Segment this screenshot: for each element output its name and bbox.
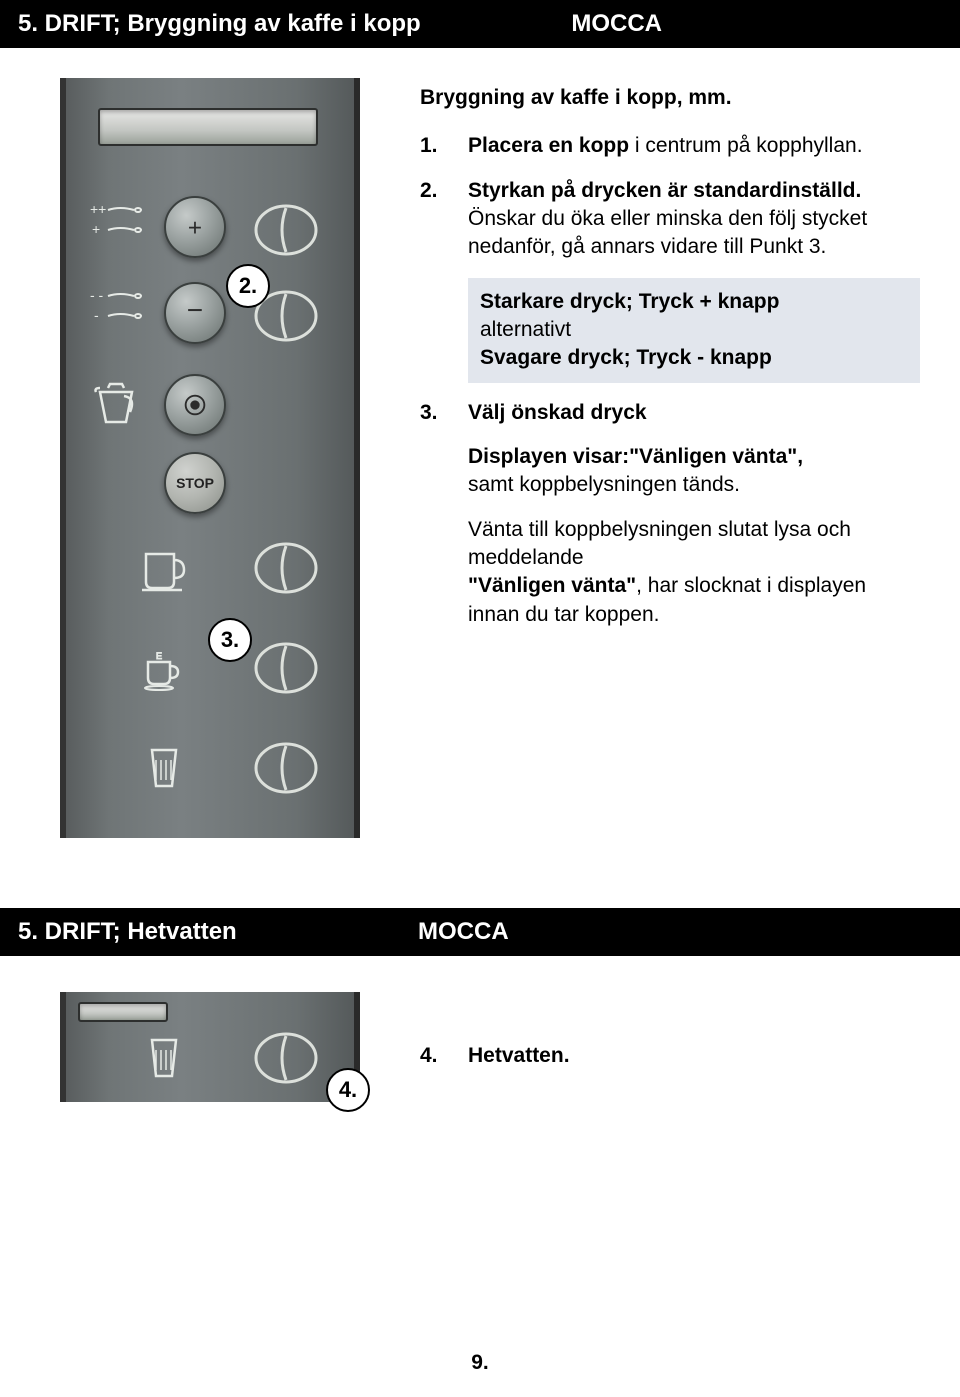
bean-button-6[interactable] bbox=[250, 1028, 322, 1088]
carafe-button[interactable] bbox=[164, 374, 226, 436]
coffee-panel-column: ++ + + - - - − bbox=[30, 78, 390, 838]
stop-label: STOP bbox=[176, 475, 214, 491]
after3b-l2: "Vänligen vänta", har slocknat i display… bbox=[468, 574, 866, 625]
step-1-text: Placera en kopp i centrum på kopphyllan. bbox=[468, 132, 920, 160]
after-step-3a: Displayen visar:"Vänligen vänta", samt k… bbox=[468, 443, 920, 500]
step-2-num: 2. bbox=[420, 177, 448, 262]
highlight-line3: Svagare dryck; Tryck - knapp bbox=[480, 344, 908, 372]
section-2-row: 4. 4. Hetvatten. bbox=[0, 956, 960, 1112]
step-4-text: Hetvatten. bbox=[468, 1042, 920, 1070]
section-header-1: 5. DRIFT; Bryggning av kaffe i kopp MOCC… bbox=[0, 0, 960, 48]
step-2-line2: Önskar du öka eller minska den följ styc… bbox=[468, 207, 867, 258]
callout-2-label: 2. bbox=[239, 273, 257, 299]
svg-text:E: E bbox=[156, 651, 162, 661]
step-3-body: Välj önskad dryck bbox=[468, 401, 647, 424]
water-glass-icon bbox=[146, 746, 182, 792]
callout-4: 4. bbox=[326, 1068, 370, 1112]
step-3-num: 3. bbox=[420, 399, 448, 427]
callout-3: 3. bbox=[208, 618, 252, 662]
svg-text:+: + bbox=[188, 214, 202, 241]
plus-indicator-icon: ++ + bbox=[90, 200, 150, 240]
page-number: 9. bbox=[0, 1351, 960, 1375]
after3a-l1: Displayen visar:"Vänligen vänta", bbox=[468, 445, 803, 468]
hotwater-panel-column: 4. bbox=[30, 992, 390, 1112]
highlight-line1: Starkare dryck; Tryck + knapp bbox=[480, 288, 908, 316]
svg-text:−: − bbox=[187, 295, 203, 326]
stop-button[interactable]: STOP bbox=[164, 452, 226, 514]
after-step-3b: Vänta till koppbelysningen slutat lysa o… bbox=[468, 516, 920, 629]
header2-right: MOCCA bbox=[418, 918, 509, 946]
section-header-2: 5. DRIFT; Hetvatten MOCCA bbox=[0, 908, 960, 956]
svg-text:++: ++ bbox=[90, 201, 106, 217]
section2-text: 4. Hetvatten. bbox=[420, 992, 920, 1112]
step-2-text: Styrkan på drycken är standardinställd. … bbox=[468, 177, 920, 262]
step-1: 1. Placera en kopp i centrum på kopphyll… bbox=[420, 132, 920, 160]
step-2: 2. Styrkan på drycken är standardinställ… bbox=[420, 177, 920, 262]
step-4-body: Hetvatten. bbox=[468, 1044, 570, 1067]
main-row: ++ + + - - - − bbox=[0, 48, 960, 838]
minus-indicator-icon: - - - bbox=[90, 286, 150, 326]
step-3-text: Välj önskad dryck bbox=[468, 399, 920, 427]
header1-left: 5. DRIFT; Bryggning av kaffe i kopp bbox=[18, 10, 421, 38]
carafe-icon bbox=[90, 378, 142, 430]
espresso-cup-icon: E bbox=[142, 650, 184, 692]
water-glass-icon-2 bbox=[146, 1036, 182, 1082]
hotwater-panel: 4. bbox=[30, 992, 390, 1112]
minus-button[interactable]: − bbox=[164, 282, 226, 344]
step-4: 4. Hetvatten. bbox=[420, 1042, 920, 1070]
step-3: 3. Välj önskad dryck bbox=[420, 399, 920, 427]
bean-button-4[interactable] bbox=[250, 638, 322, 698]
svg-text:+: + bbox=[92, 221, 100, 237]
after3a-l2: samt koppbelysningen tänds. bbox=[468, 473, 740, 496]
svg-text:-: - bbox=[94, 307, 99, 323]
mug-icon bbox=[138, 544, 188, 594]
svg-text:- -: - - bbox=[90, 287, 104, 303]
bean-button-3[interactable] bbox=[250, 538, 322, 598]
callout-2: 2. bbox=[226, 264, 270, 308]
step-2-line1: Styrkan på drycken är standardinställd. bbox=[468, 179, 861, 202]
bean-button-1[interactable] bbox=[250, 200, 322, 260]
plus-button[interactable]: + bbox=[164, 196, 226, 258]
coffee-machine-panel: ++ + + - - - − bbox=[30, 78, 390, 838]
bean-button-5[interactable] bbox=[250, 738, 322, 798]
instructions-column: Bryggning av kaffe i kopp, mm. 1. Placer… bbox=[420, 78, 920, 838]
step-4-num: 4. bbox=[420, 1042, 448, 1070]
machine-display-2 bbox=[78, 1002, 168, 1022]
header1-right: MOCCA bbox=[571, 10, 662, 38]
after3b-l1: Vänta till koppbelysningen slutat lysa o… bbox=[468, 518, 851, 569]
strength-highlight-box: Starkare dryck; Tryck + knapp alternativ… bbox=[468, 278, 920, 383]
step-1-num: 1. bbox=[420, 132, 448, 160]
callout-3-label: 3. bbox=[221, 627, 239, 653]
header2-left: 5. DRIFT; Hetvatten bbox=[18, 918, 418, 946]
subtitle: Bryggning av kaffe i kopp, mm. bbox=[420, 84, 920, 112]
highlight-line2: alternativt bbox=[480, 316, 908, 344]
callout-4-label: 4. bbox=[339, 1077, 357, 1103]
machine-display bbox=[98, 108, 318, 146]
